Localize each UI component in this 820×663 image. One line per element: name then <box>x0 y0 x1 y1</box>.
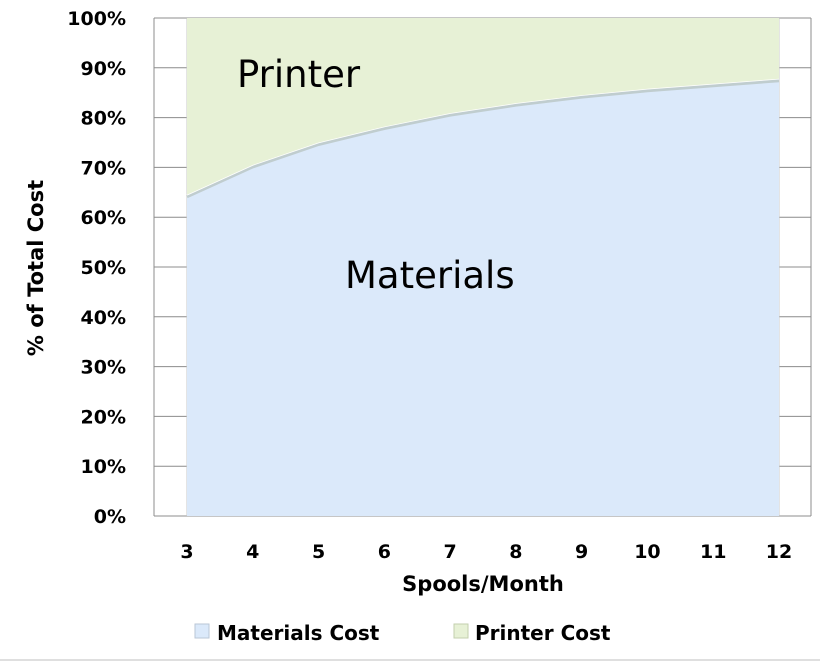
x-tick-label: 12 <box>766 541 792 563</box>
y-axis-ticks: 0% 10% 20% 30% 40% 50% 60% 70% 80% 90% 100% <box>67 8 126 528</box>
y-tick-label: 100% <box>67 8 126 30</box>
y-tick-label: 10% <box>81 456 126 478</box>
x-tick-label: 10 <box>634 541 660 563</box>
y-tick-label: 0% <box>94 506 126 528</box>
legend-label-materials: Materials Cost <box>217 621 380 645</box>
x-tick-label: 5 <box>312 541 325 563</box>
legend-swatch-printer <box>453 623 469 639</box>
y-tick-label: 30% <box>81 357 126 379</box>
y-axis-title: % of Total Cost <box>24 180 48 356</box>
y-tick-label: 80% <box>81 108 126 130</box>
x-tick-label: 3 <box>180 541 193 563</box>
y-tick-label: 90% <box>81 58 126 80</box>
y-tick-label: 50% <box>81 257 126 279</box>
legend-swatch-materials <box>194 623 210 639</box>
materials-area-label: Materials <box>345 254 515 297</box>
x-axis-title: Spools/Month <box>402 572 564 596</box>
plot-areas <box>186 18 780 517</box>
area-boundary-shadow <box>186 79 780 199</box>
y-tick-label: 20% <box>81 406 126 428</box>
x-tick-label: 11 <box>700 541 726 563</box>
y-tick-label: 60% <box>81 207 126 229</box>
area-materials-cost <box>187 78 779 517</box>
legend: Materials Cost Printer Cost <box>194 621 611 645</box>
y-tick-label: 70% <box>81 157 126 179</box>
x-tick-label: 4 <box>246 541 259 563</box>
x-tick-label: 7 <box>443 541 456 563</box>
y-tick-label: 40% <box>81 307 126 329</box>
printer-area-label: Printer <box>237 53 361 96</box>
legend-label-printer: Printer Cost <box>475 621 611 645</box>
area-printer-cost <box>187 18 779 195</box>
x-tick-label: 6 <box>378 541 391 563</box>
x-tick-label: 9 <box>575 541 588 563</box>
x-axis-ticks: 3 4 5 6 7 8 9 10 11 12 <box>180 541 792 563</box>
x-tick-label: 8 <box>509 541 522 563</box>
